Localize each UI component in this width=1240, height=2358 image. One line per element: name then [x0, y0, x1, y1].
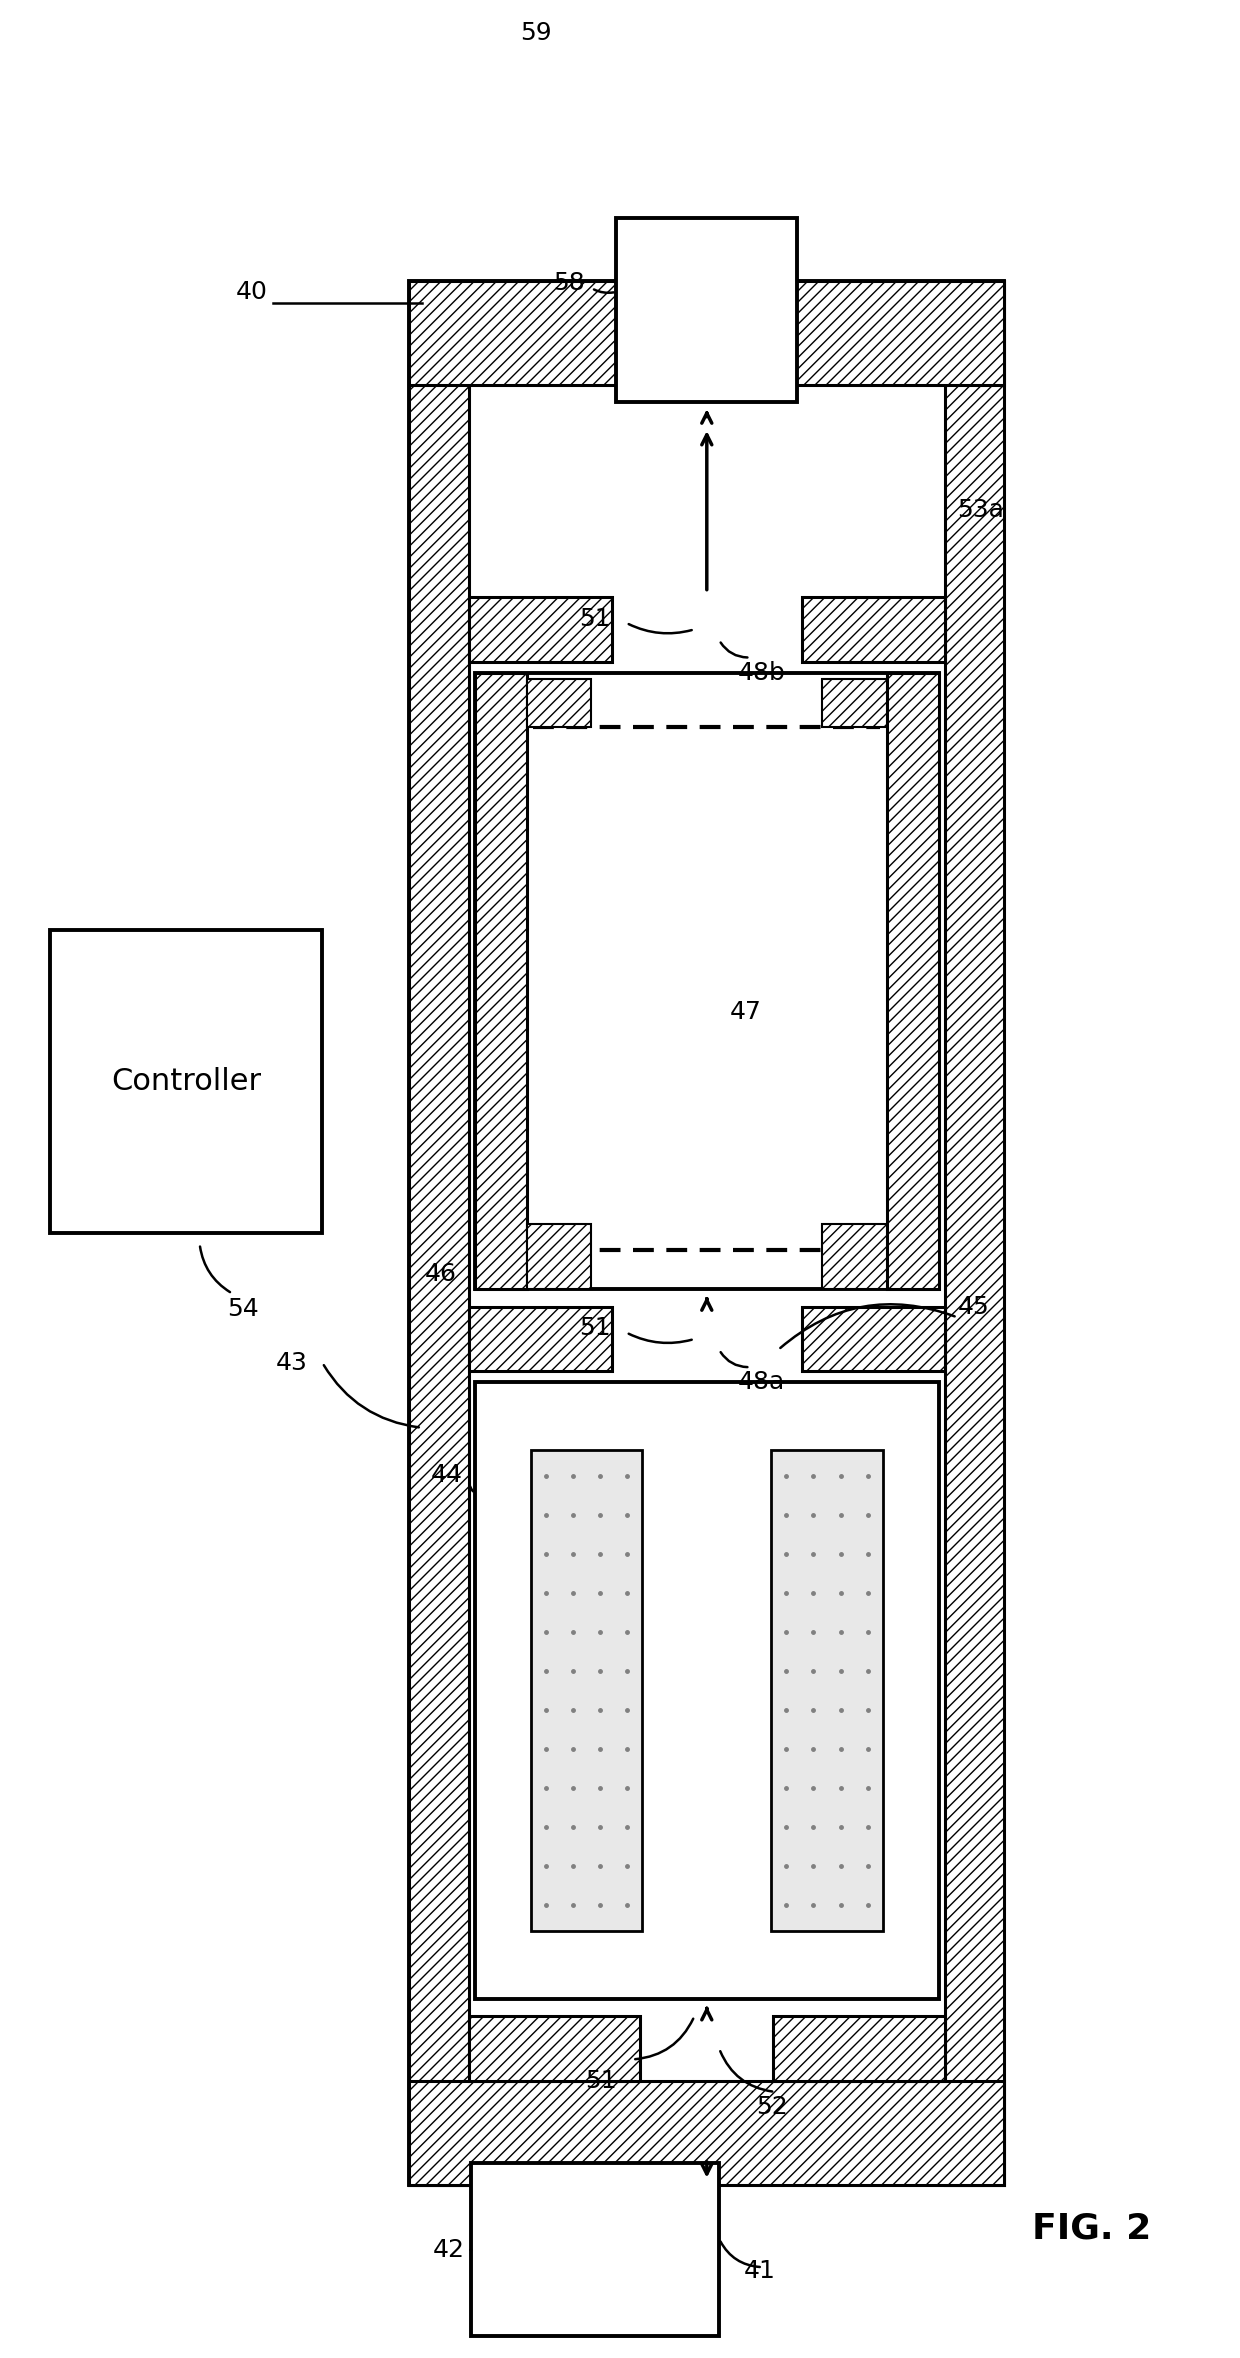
Bar	[527, 1224, 591, 1290]
Text: 48a: 48a	[738, 1370, 785, 1394]
Text: 59: 59	[521, 21, 552, 45]
Text: 44: 44	[430, 1462, 463, 1488]
Bar	[616, 219, 797, 403]
Bar	[409, 281, 469, 2186]
Bar	[469, 1306, 611, 1372]
Bar	[771, 1450, 883, 1931]
Text: 40: 40	[236, 281, 268, 304]
Text: 48b: 48b	[738, 660, 786, 684]
Bar	[887, 672, 939, 1290]
Bar	[531, 1450, 642, 1931]
Text: 53a: 53a	[957, 498, 1004, 523]
Text: FIG. 2: FIG. 2	[1032, 2212, 1151, 2245]
Bar	[527, 679, 591, 726]
Bar	[802, 597, 945, 663]
Bar	[774, 2016, 945, 2082]
Text: Controller: Controller	[110, 1068, 262, 1096]
Text: 42: 42	[433, 2238, 465, 2261]
Text: 47: 47	[730, 1000, 761, 1023]
Bar	[822, 679, 887, 726]
Bar	[50, 929, 322, 1233]
Bar	[409, 281, 1004, 384]
Text: 54: 54	[227, 1297, 259, 1320]
Text: 51: 51	[579, 1316, 611, 1339]
Bar	[475, 672, 939, 1290]
Bar	[469, 597, 611, 663]
Bar	[475, 1382, 939, 2000]
Text: 46: 46	[424, 1262, 456, 1285]
Text: 45: 45	[957, 1295, 990, 1318]
Bar	[822, 1224, 887, 1290]
Bar	[802, 1306, 945, 1372]
Text: 58: 58	[553, 271, 585, 295]
Bar	[469, 2016, 640, 2082]
Bar	[475, 672, 527, 1290]
Text: 51: 51	[585, 2068, 618, 2094]
Bar	[471, 2162, 719, 2337]
Bar	[583, 0, 831, 132]
Bar	[945, 281, 1004, 2186]
Text: 41: 41	[744, 2259, 776, 2283]
Text: 43: 43	[275, 1351, 308, 1375]
Text: 51: 51	[579, 606, 611, 630]
Bar	[409, 2082, 1004, 2186]
Text: 52: 52	[756, 2094, 789, 2120]
Bar	[409, 281, 1004, 2186]
